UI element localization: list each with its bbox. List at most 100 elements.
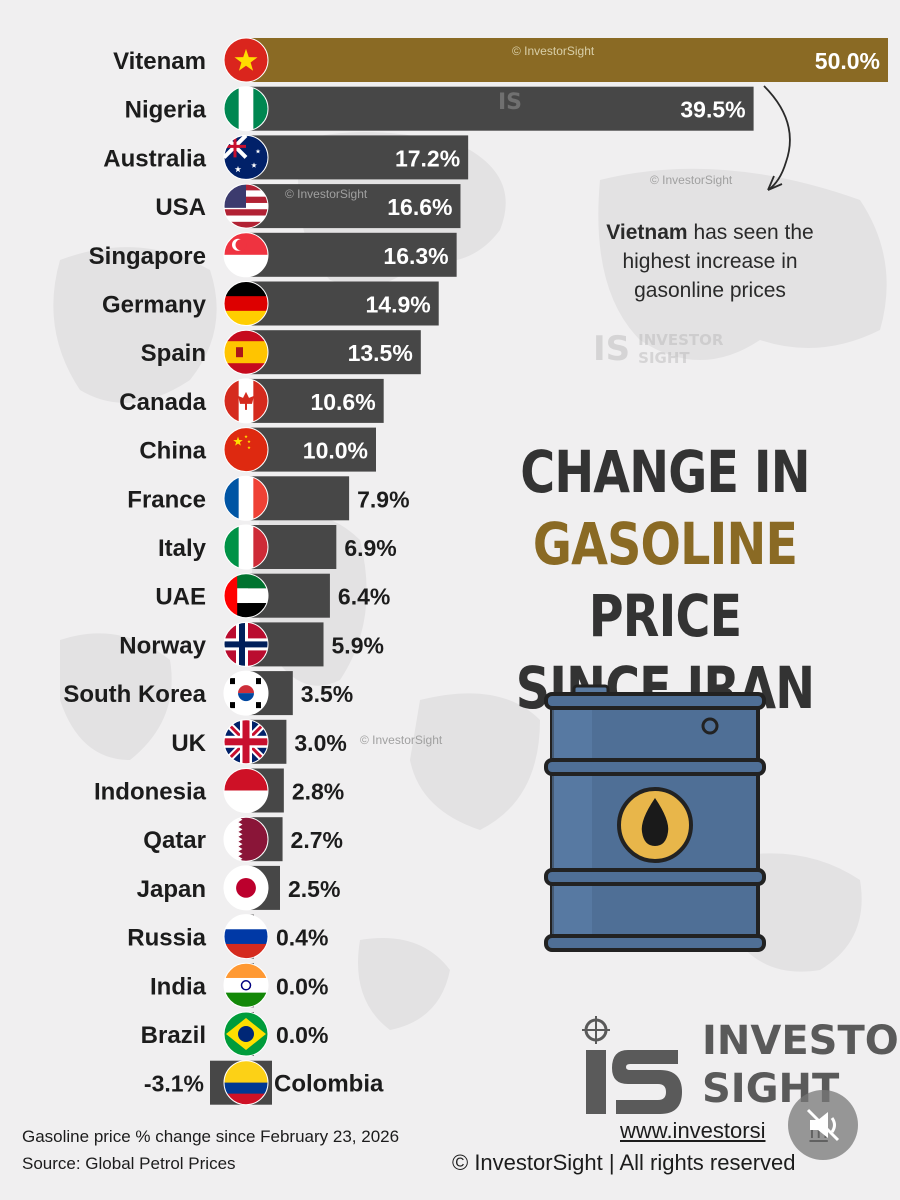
value-label: 6.9%	[344, 535, 396, 561]
country-label: Qatar	[143, 827, 206, 854]
bar-vitenam	[248, 38, 888, 82]
footer-rights: © InvestorSight | All rights reserved	[452, 1150, 796, 1175]
country-label: Japan	[137, 876, 206, 903]
footer-source: Source: Global Petrol Prices	[22, 1154, 236, 1173]
china-flag	[223, 427, 269, 473]
bar-row-indonesia: Indonesia 2.8%	[94, 768, 344, 813]
brazil-flag	[223, 1011, 269, 1057]
value-label: 10.0%	[303, 438, 368, 464]
india-flag	[223, 962, 269, 1008]
spain-flag	[223, 329, 269, 375]
investor-sight-logo-icon	[582, 1016, 682, 1114]
country-label: Germany	[102, 292, 207, 319]
bar-row-colombia: Colombia -3.1%	[144, 1060, 384, 1106]
country-label: France	[127, 486, 206, 513]
country-label: Australia	[103, 145, 206, 172]
watermark-usa: © InvestorSight	[285, 187, 368, 201]
country-label: China	[139, 438, 206, 465]
bar-row-france: France 7.9%	[127, 475, 410, 521]
value-label: -3.1%	[144, 1071, 204, 1097]
logo-large: INVESTOR SIGHT	[578, 1010, 900, 1120]
russia-flag	[223, 914, 269, 960]
value-label: 0.0%	[276, 973, 328, 999]
value-label: 2.5%	[288, 876, 340, 902]
italy-flag	[223, 524, 269, 570]
value-label: 10.6%	[310, 389, 375, 415]
logo-small-mark: IS	[593, 329, 631, 369]
country-label: Spain	[141, 340, 206, 367]
title-line-2: GASOLINE PRICE	[481, 508, 850, 652]
country-label: Russia	[127, 925, 206, 952]
country-label: Colombia	[274, 1071, 384, 1098]
colombia-flag	[223, 1060, 269, 1106]
annotation-arrow	[763, 85, 791, 191]
bar-row-australia: Australia 17.2%	[103, 134, 469, 180]
bar-row-china: China 10.0%	[139, 427, 376, 473]
singapore-flag	[223, 232, 269, 278]
norway-flag	[223, 621, 269, 667]
bar-row-qatar: Qatar 2.7%	[143, 816, 343, 862]
bar-spain	[248, 330, 421, 375]
value-label: 16.3%	[383, 243, 448, 269]
japan-flag	[223, 865, 269, 911]
footer-url: www.investorsi	[620, 1118, 766, 1143]
value-label: 3.5%	[301, 681, 353, 707]
watermark-right: © InvestorSight	[650, 173, 733, 187]
france-flag	[223, 475, 269, 521]
mute-button[interactable]	[788, 1090, 858, 1160]
country-label: Singapore	[89, 243, 206, 270]
value-label: 50.0%	[815, 48, 880, 74]
country-label: Nigeria	[125, 97, 207, 124]
title-gold-word: GASOLINE	[532, 510, 798, 578]
watermark-mid: © InvestorSight	[360, 733, 443, 747]
logo-small: IS INVESTOR SIGHT	[593, 332, 723, 366]
value-label: 5.9%	[332, 632, 384, 658]
value-label: 3.0%	[294, 730, 346, 756]
logo-small-line2: SIGHT	[638, 348, 690, 367]
germany-flag	[223, 281, 269, 326]
qatar-flag	[223, 816, 269, 862]
vietnam-flag	[223, 37, 269, 83]
bar-row-uae: UAE 6.4%	[155, 573, 390, 619]
annotation-text: Vietnam has seen the highest increase in…	[580, 218, 840, 305]
country-label: USA	[155, 194, 206, 221]
value-label: 0.4%	[276, 925, 328, 951]
country-label: UK	[171, 730, 206, 757]
bar-row-japan: Japan 2.5%	[137, 865, 340, 911]
footer-note: Gasoline price % change since February 2…	[22, 1127, 400, 1146]
title-line-2-rest: PRICE	[588, 582, 742, 650]
bar-row-germany: Germany 14.9%	[102, 281, 439, 326]
bar-row-russia: Russia 0.4%	[127, 914, 328, 960]
country-label: India	[150, 973, 207, 1000]
value-label: 16.6%	[387, 194, 452, 220]
value-label: 14.9%	[366, 292, 431, 318]
country-label: Italy	[158, 535, 207, 562]
country-label: Brazil	[141, 1022, 206, 1049]
nigeria-flag	[223, 86, 269, 132]
bar-row-norway: Norway 5.9%	[119, 621, 384, 667]
country-label: UAE	[155, 584, 206, 611]
bar-nigeria	[248, 86, 754, 131]
bar-row-canada: Canada 10.6%	[119, 378, 384, 424]
south-korea-flag	[223, 670, 269, 716]
bar-row-usa: USA 16.6%	[155, 183, 461, 229]
bar-row-italy: Italy 6.9%	[158, 524, 397, 570]
annotation-body: has seen the highest increase in gasonli…	[622, 221, 814, 302]
bar-row-uk: UK 3.0%	[171, 719, 347, 765]
bar-row-brazil: Brazil 0.0%	[141, 1011, 328, 1057]
country-label: Vitenam	[113, 48, 206, 75]
logo-watermark-bar: IS	[498, 90, 523, 115]
australia-flag	[223, 134, 269, 180]
title-line-1: CHANGE IN	[520, 438, 810, 506]
bar-row-india: India 0.0%	[150, 962, 328, 1008]
value-label: 2.7%	[291, 827, 343, 853]
value-label: 7.9%	[357, 486, 409, 512]
value-label: 2.8%	[292, 779, 344, 805]
uk-flag	[223, 719, 269, 765]
watermark-top: © InvestorSight	[512, 44, 595, 58]
bar-row-nigeria: Nigeria 39.5%	[125, 86, 754, 132]
bar-canada	[248, 378, 384, 423]
bar-row-spain: Spain 13.5%	[141, 329, 421, 375]
country-label: Norway	[119, 632, 206, 659]
